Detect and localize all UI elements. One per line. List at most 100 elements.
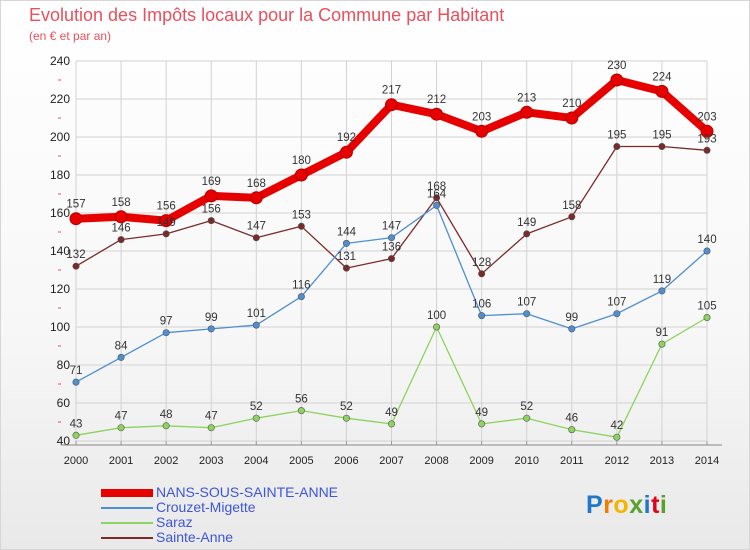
data-label: 217 [382,85,401,97]
data-point [114,210,128,224]
x-tick-label: 2013 [650,455,674,467]
data-point [297,293,305,301]
data-label: 140 [697,234,716,246]
data-point [252,414,260,422]
data-point [294,168,308,182]
data-label: 105 [697,301,716,313]
data-point [433,194,441,202]
data-label: 156 [202,204,221,216]
x-tick-label: 2003 [199,455,223,467]
data-label: 193 [697,133,716,145]
x-tick-label: 2011 [560,455,584,467]
legend-label-crouzet: Crouzet-Migette [156,499,256,515]
x-tick-label: 2008 [424,455,448,467]
data-label: 195 [607,130,626,142]
data-label: 147 [382,221,401,233]
data-label: 149 [157,217,176,229]
data-point [703,313,711,321]
data-point [478,420,486,428]
data-point [523,310,531,318]
x-tick-label: 2000 [64,455,88,467]
data-label: 203 [472,111,491,123]
x-tick-label: 2004 [244,455,268,467]
data-point [655,84,669,98]
data-label: 213 [517,92,536,104]
data-point [72,378,80,386]
data-point [385,98,398,112]
data-label: 119 [653,274,671,286]
data-point [72,262,80,270]
data-label: 71 [70,365,83,377]
data-point [523,230,531,238]
data-point [69,212,83,226]
x-tick-label: 2009 [469,455,493,467]
data-label: 52 [250,401,263,413]
x-tick-label: 2010 [514,455,538,467]
y-tick-label: 200 [50,130,70,144]
legend-label-sainte-anne: Sainte-Anne [156,529,234,545]
data-label: 84 [115,340,128,352]
data-point [433,323,441,331]
data-point [342,264,350,272]
data-point [387,255,395,263]
data-point [568,213,576,221]
data-point [207,217,215,225]
logo-letter: t [651,491,660,519]
chart-title: Evolution des Impôts locaux pour la Comm… [29,5,505,25]
logo-letter: i [643,491,652,519]
data-point [610,73,624,87]
data-label: 56 [295,394,308,406]
data-label: 164 [427,188,447,200]
data-label: 169 [202,176,221,188]
logo-letter: P [586,491,604,519]
data-point [249,191,263,205]
data-point [297,222,305,230]
data-point [252,321,260,329]
data-point [523,414,531,422]
data-point [478,312,486,320]
x-tick-label: 2002 [154,455,178,467]
data-label: 49 [385,407,398,419]
data-point [568,325,576,333]
data-label: 180 [292,155,311,167]
x-tick-label: 2014 [695,455,719,467]
data-point [613,143,621,151]
data-label: 192 [337,132,356,144]
data-point [658,340,666,348]
data-label: 158 [111,197,130,209]
data-point [159,214,173,228]
chart-subtitle: (en € et par an) [29,29,112,43]
data-point [658,287,666,295]
legend-swatch-sainte-anne [101,537,153,539]
data-point [297,407,305,415]
data-point [700,124,714,138]
data-label: 101 [247,308,266,320]
data-point [342,239,350,247]
data-point [520,105,534,119]
logo-letter: x [629,491,644,519]
data-point [72,431,80,439]
data-label: 212 [427,94,446,106]
x-tick-label: 2012 [605,455,629,467]
data-point [475,124,489,138]
data-label: 210 [562,98,581,110]
data-label: 156 [157,201,176,213]
data-label: 106 [472,299,491,311]
logo-letter: o [613,491,630,519]
data-point [478,270,486,278]
data-label: 47 [115,411,128,423]
data-point [207,325,215,333]
data-label: 43 [70,418,83,430]
data-point [117,236,125,244]
data-label: 99 [565,312,578,324]
data-point [207,424,215,432]
data-point [117,424,125,432]
data-label: 52 [520,401,533,413]
data-label: 144 [337,226,357,238]
y-tick-label: 220 [50,92,70,106]
data-label: 132 [66,249,85,261]
proxiti-logo: Proxiti [586,491,667,520]
data-point [339,145,353,159]
legend-swatch-crouzet [101,507,153,509]
data-label: 149 [517,217,536,229]
